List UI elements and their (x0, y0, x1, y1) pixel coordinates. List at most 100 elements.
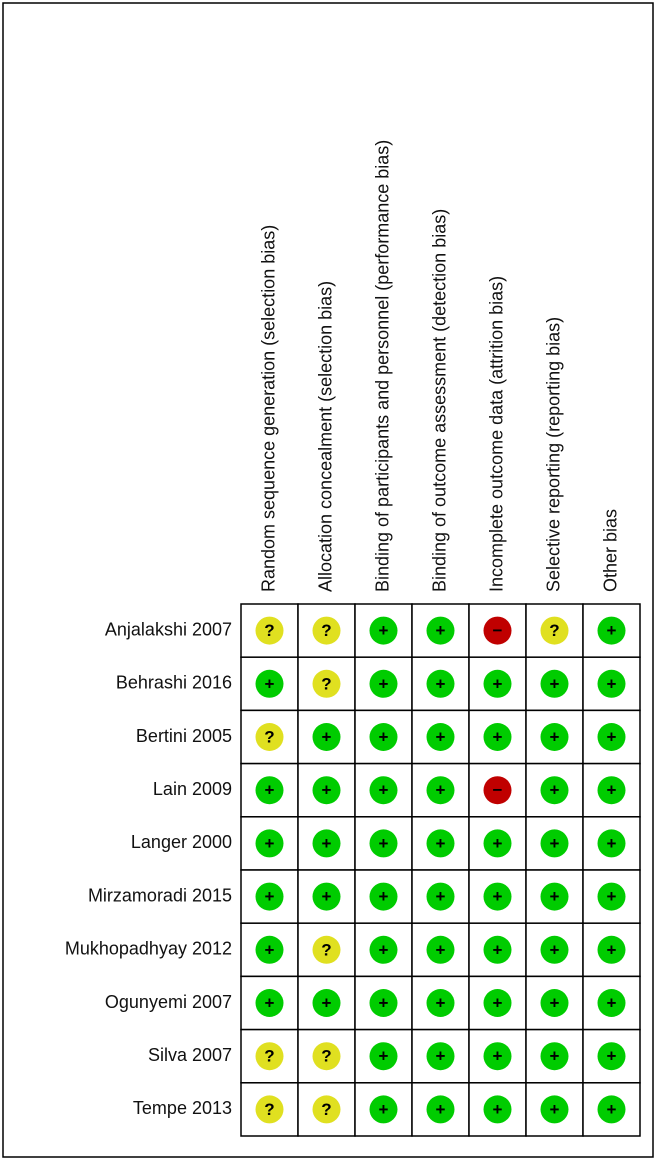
judgment-symbol: ? (264, 1100, 274, 1119)
judgment-dot (540, 1095, 569, 1124)
judgment-dot (426, 935, 455, 964)
judgment-symbol: + (607, 940, 617, 959)
judgment-dot (369, 776, 398, 805)
judgment-dot (369, 882, 398, 911)
judgment-dot (540, 616, 569, 645)
judgment-dot (312, 1042, 341, 1071)
judgment-symbol: ? (321, 621, 331, 640)
judgment-symbol: + (322, 834, 332, 853)
judgment-dot (540, 829, 569, 858)
judgment-symbol: + (322, 727, 332, 746)
judgment-dot (426, 989, 455, 1017)
judgment-dot (255, 616, 284, 645)
judgment-dot (312, 616, 341, 645)
judgment-dot (255, 829, 284, 858)
judgment-dot (312, 776, 341, 805)
judgment-dot (540, 989, 569, 1017)
judgment-symbol: + (550, 940, 560, 959)
judgment-dot (597, 935, 626, 964)
judgment-symbol: ? (321, 940, 331, 959)
judgment-symbol: + (550, 1047, 560, 1066)
judgment-dot (597, 669, 626, 698)
judgment-symbol: + (550, 887, 560, 906)
study-name: Mukhopadhyay 2012 (65, 939, 232, 959)
judgment-dot (540, 1042, 569, 1071)
judgment-dot (369, 989, 398, 1017)
judgment-dot (540, 776, 569, 805)
judgment-symbol: + (550, 781, 560, 800)
judgment-dot (312, 882, 341, 911)
judgment-dot (483, 669, 512, 698)
judgment-dot (483, 829, 512, 858)
judgment-dot (597, 1095, 626, 1124)
judgment-dot (426, 616, 455, 645)
study-name: Anjalakshi 2007 (105, 619, 232, 639)
judgment-dot (255, 1042, 284, 1071)
judgment-symbol: + (550, 674, 560, 693)
judgment-dot (255, 989, 284, 1017)
judgment-dot (369, 616, 398, 645)
judgment-symbol: + (379, 727, 389, 746)
judgment-symbol: + (436, 674, 446, 693)
judgment-symbol: ? (321, 674, 331, 693)
study-name: Silva 2007 (148, 1045, 232, 1065)
judgment-symbol: + (493, 993, 503, 1012)
judgment-dot (255, 1095, 284, 1124)
judgment-dot (540, 882, 569, 911)
judgment-dot (426, 1042, 455, 1071)
judgment-symbol: + (436, 1100, 446, 1119)
judgment-dot (369, 1042, 398, 1071)
judgment-dot (597, 776, 626, 805)
judgment-symbol: + (379, 834, 389, 853)
judgment-symbol: + (493, 940, 503, 959)
judgment-dot (426, 723, 455, 751)
judgment-dot (540, 669, 569, 698)
judgment-symbol: + (436, 621, 446, 640)
judgment-dot (369, 829, 398, 858)
judgment-symbol: ? (264, 727, 274, 746)
judgment-dot (312, 669, 341, 698)
judgment-symbol: + (436, 727, 446, 746)
judgment-symbol: + (379, 887, 389, 906)
judgment-symbol: + (379, 781, 389, 800)
judgment-symbol: + (493, 674, 503, 693)
judgment-symbol: + (436, 993, 446, 1012)
judgment-symbol: ? (264, 621, 274, 640)
domain-label: Random sequence generation (selection bi… (258, 225, 278, 592)
judgment-symbol: + (436, 940, 446, 959)
judgment-symbol: + (379, 993, 389, 1012)
judgment-dot (597, 723, 626, 751)
judgment-dot (426, 882, 455, 911)
judgment-symbol: + (607, 993, 617, 1012)
judgment-symbol: + (379, 674, 389, 693)
judgment-symbol: + (265, 781, 275, 800)
judgment-symbol: + (265, 887, 275, 906)
domain-label: Other bias (600, 509, 620, 592)
judgment-symbol: + (436, 887, 446, 906)
judgment-dot (255, 669, 284, 698)
judgment-symbol: ? (264, 1047, 274, 1066)
judgment-dot (540, 723, 569, 751)
judgment-dot (369, 669, 398, 698)
study-name: Bertini 2005 (136, 726, 232, 746)
judgment-dot (483, 935, 512, 964)
judgment-symbol: + (436, 781, 446, 800)
judgment-symbol: + (607, 727, 617, 746)
judgment-dot (426, 669, 455, 698)
judgment-symbol: + (265, 674, 275, 693)
judgment-symbol: + (493, 1100, 503, 1119)
judgment-symbol: + (550, 1100, 560, 1119)
judgment-symbol: + (265, 940, 275, 959)
domain-label: Selective reporting (reporting bias) (543, 317, 563, 592)
judgment-dot (255, 935, 284, 964)
judgment-dot (483, 616, 512, 645)
judgment-symbol: + (550, 993, 560, 1012)
judgment-dot (483, 1095, 512, 1124)
domain-label: Binding of outcome assessment (detection… (429, 209, 449, 592)
judgment-symbol: + (322, 781, 332, 800)
study-name: Ogunyemi 2007 (105, 992, 232, 1012)
judgment-symbol: + (322, 887, 332, 906)
judgment-dot (312, 989, 341, 1017)
judgment-symbol: + (379, 1047, 389, 1066)
judgment-symbol: + (493, 1047, 503, 1066)
